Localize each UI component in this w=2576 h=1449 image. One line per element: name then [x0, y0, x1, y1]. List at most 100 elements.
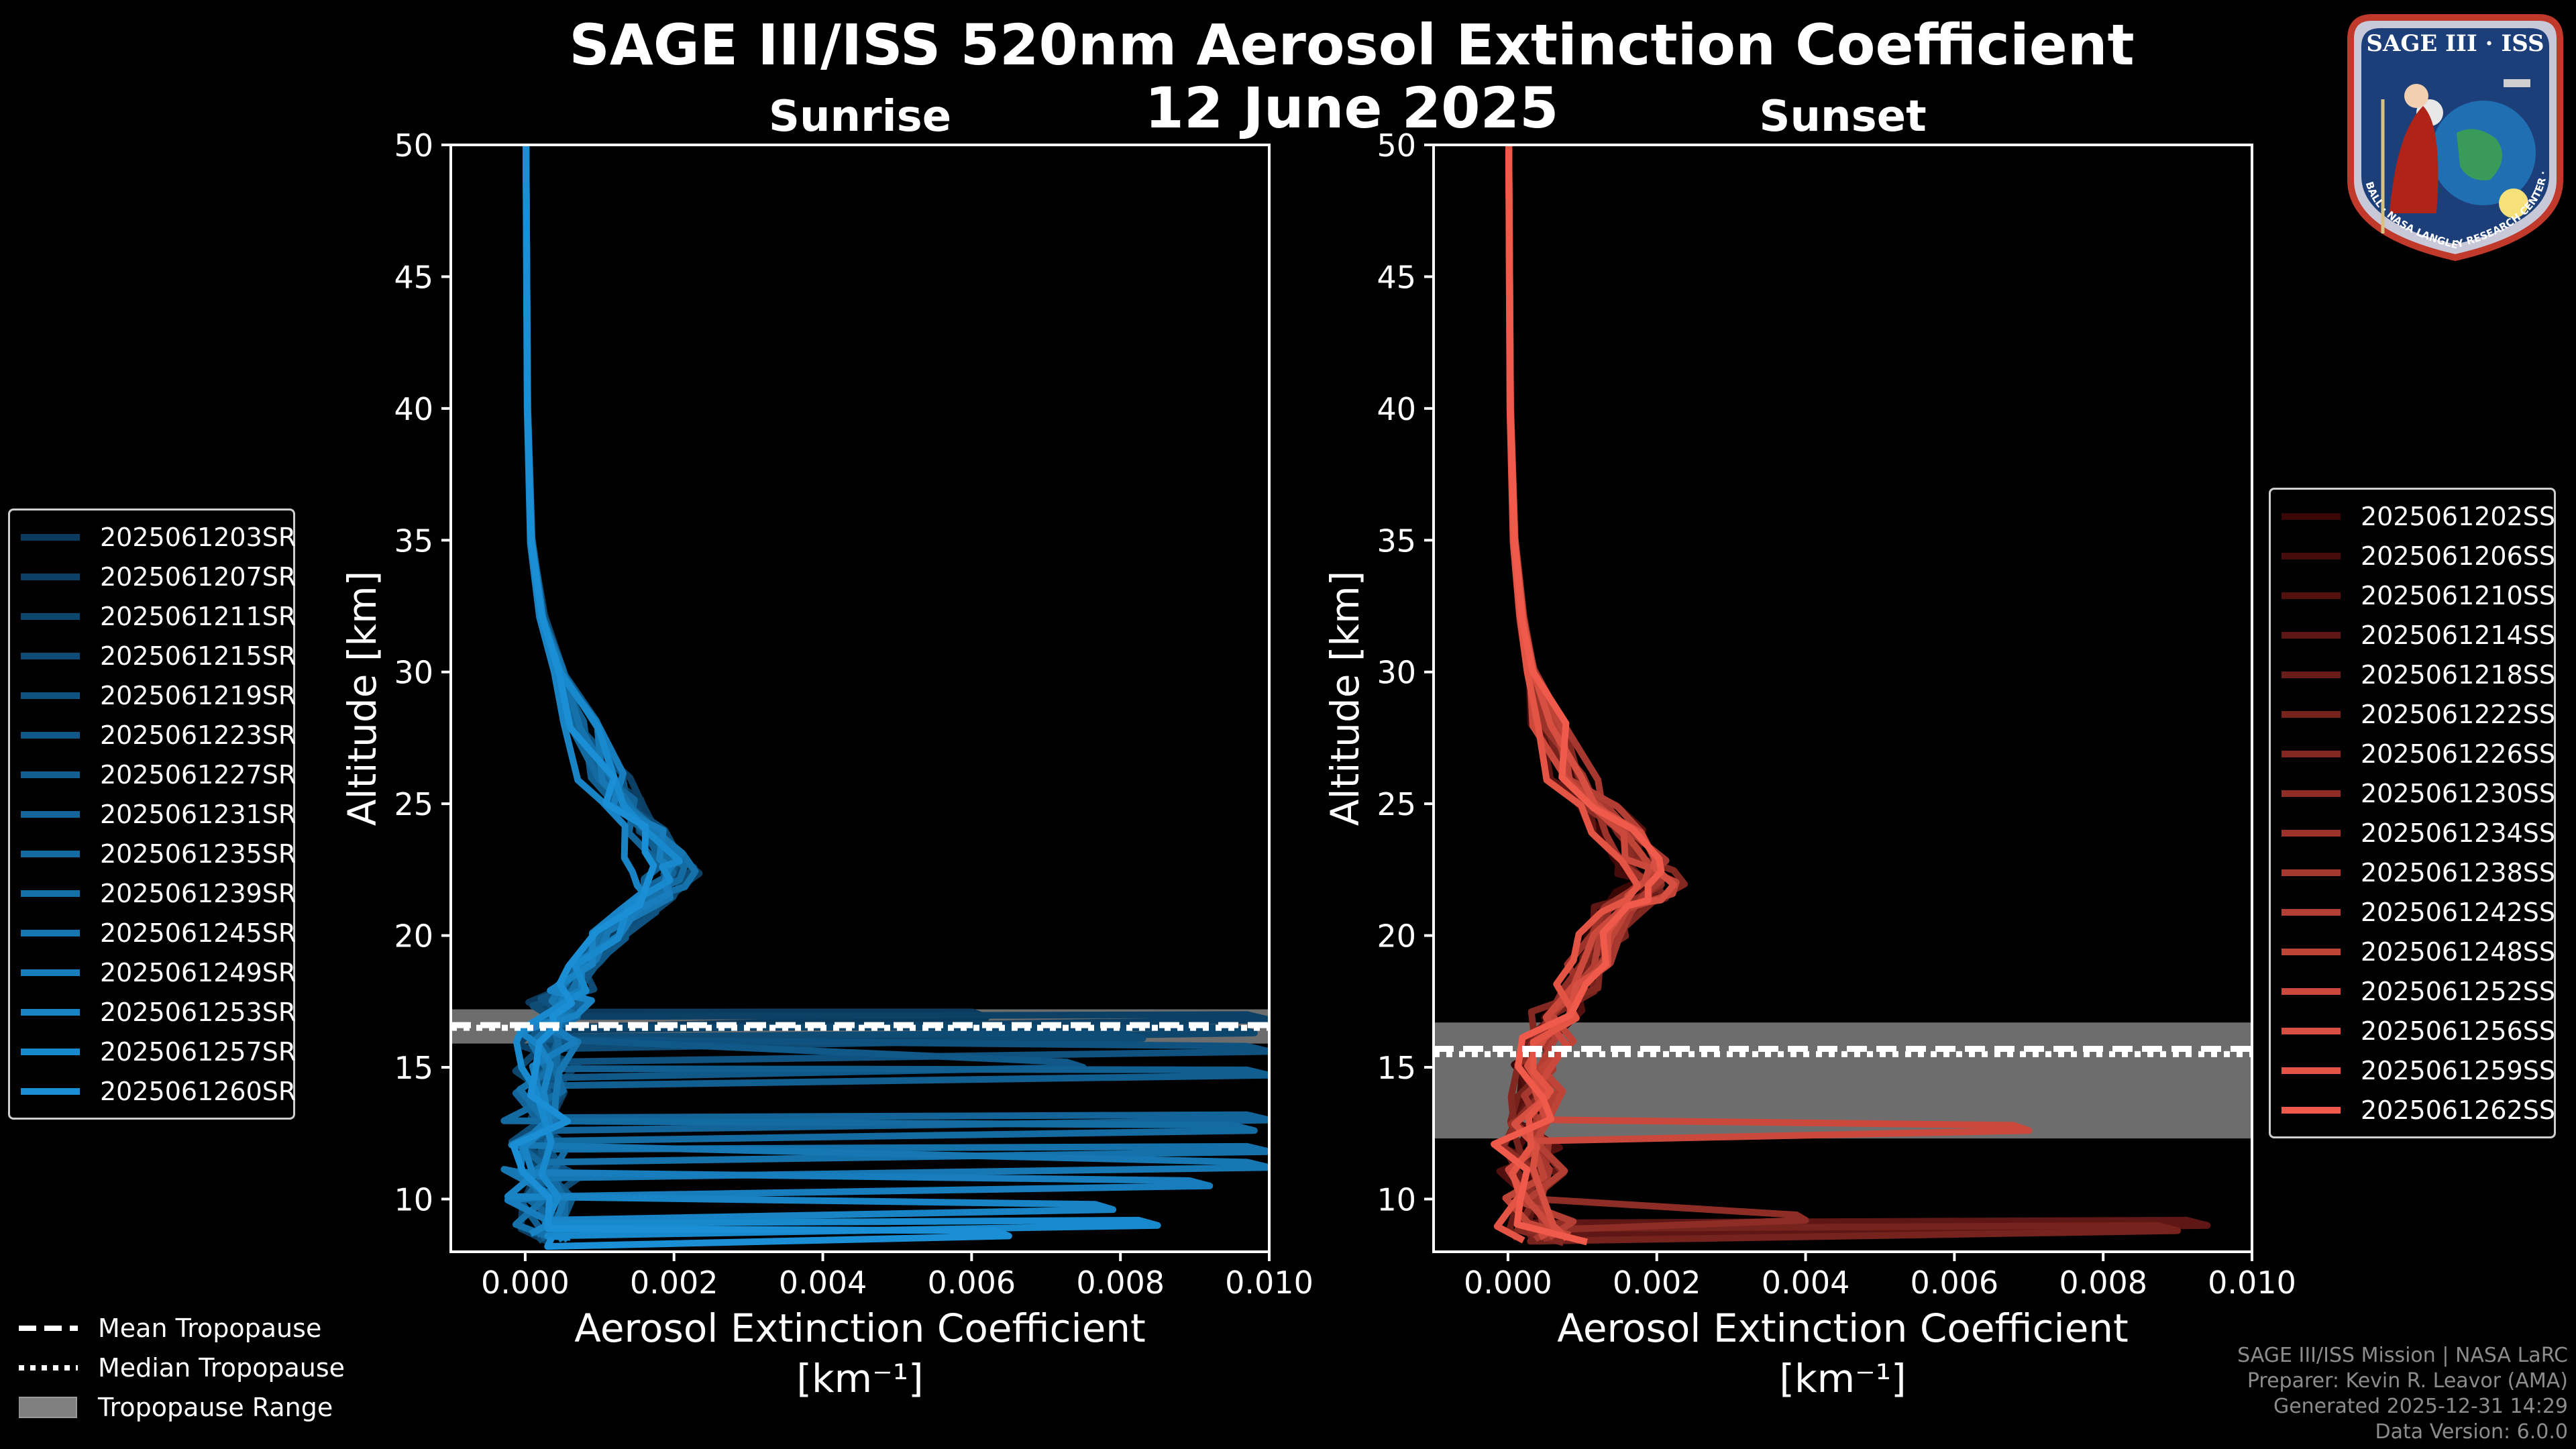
y-tick-label: 20: [1377, 918, 1416, 955]
y-tick-label: 40: [1377, 391, 1416, 427]
x-tick-label: 0.006: [928, 1265, 1016, 1301]
y-tick-label: 30: [394, 655, 433, 691]
credits-generated: Generated 2025-12-31 14:29: [2273, 1395, 2568, 1418]
legend-median-label: Median Tropopause: [98, 1352, 345, 1383]
legend-item: 2025061215SR: [21, 636, 296, 676]
legend-swatch: [21, 890, 80, 897]
legend-swatch: [2282, 869, 2341, 876]
x-tick-label: 0.010: [2208, 1265, 2296, 1301]
legend-item: 2025061227SR: [21, 755, 296, 794]
legend-item: 2025061245SR: [21, 913, 296, 953]
legend-item: 2025061223SR: [21, 715, 296, 755]
legend-label: 2025061253SR: [100, 997, 297, 1027]
legend-item: 2025061202SS: [2282, 496, 2555, 536]
legend-swatch: [2282, 908, 2341, 916]
legend-swatch: [2282, 710, 2341, 718]
legend-label: 2025061259SS: [2361, 1055, 2556, 1085]
y-tick-label: 50: [394, 127, 433, 164]
legend-mean-label: Mean Tropopause: [98, 1313, 322, 1343]
profile-line: [1491, 148, 1665, 1246]
legend-item: 2025061248SS: [2282, 932, 2555, 971]
legend-item: 2025061235SR: [21, 834, 296, 873]
legend-swatch: [2282, 1067, 2341, 1074]
legend-swatch: [2282, 1027, 2341, 1034]
iss-icon: [2504, 79, 2530, 87]
legend-median-tropopause: Median Tropopause: [19, 1348, 345, 1387]
y-tick-label: 35: [1377, 523, 1416, 559]
legend-tropopause-range: Tropopause Range: [19, 1387, 345, 1427]
legend-swatch: [21, 652, 80, 659]
legend-label: 2025061211SR: [100, 601, 297, 631]
sunrise-axes-frame: [449, 144, 1271, 1253]
legend-label: 2025061248SS: [2361, 936, 2556, 967]
legend-item: 2025061253SR: [21, 992, 296, 1032]
legend-item: 2025061259SS: [2282, 1051, 2555, 1090]
x-tick-label: 0.010: [1225, 1265, 1313, 1301]
y-tick-label: 30: [1377, 655, 1416, 691]
figure-date: 12 June 2025: [1144, 75, 1559, 141]
legend-item: 2025061239SR: [21, 873, 296, 913]
legend-item: 2025061249SR: [21, 953, 296, 992]
x-tick-label: 0.000: [1464, 1265, 1552, 1301]
legend-swatch: [2282, 1106, 2341, 1114]
legend-label: 2025061203SR: [100, 522, 297, 552]
legend-swatch: [2282, 552, 2341, 559]
legend-label: 2025061207SR: [100, 561, 297, 592]
range-swatch: [19, 1396, 77, 1418]
dashed-line-swatch: [19, 1325, 78, 1331]
sunrise-x-label: Aerosol Extinction Coefficient: [574, 1305, 1146, 1351]
legend-label: 2025061219SR: [100, 680, 297, 710]
legend-swatch: [21, 850, 80, 857]
legend-item: 2025061230SS: [2282, 773, 2555, 813]
sunset-title: Sunset: [1759, 92, 1926, 142]
x-tick-label: 0.008: [1076, 1265, 1165, 1301]
credits-version: Data Version: 6.0.0: [2375, 1420, 2568, 1444]
legend-swatch: [21, 929, 80, 936]
sunset-y-label: Altitude [km]: [1322, 571, 1368, 826]
legend-swatch: [21, 1087, 80, 1095]
tropopause-legend: Mean Tropopause Median Tropopause Tropop…: [19, 1308, 345, 1427]
logo-name: SAGE III · ISS: [2366, 30, 2544, 57]
legend-swatch: [21, 771, 80, 778]
legend-item: 2025061222SS: [2282, 694, 2555, 734]
legend-swatch: [2282, 948, 2341, 955]
legend-item: 2025061231SR: [21, 794, 296, 834]
legend-label: 2025061210SS: [2361, 580, 2556, 610]
legend-item: 2025061257SR: [21, 1032, 296, 1071]
y-tick-label: 45: [394, 259, 433, 295]
legend-label: 2025061227SR: [100, 759, 297, 790]
legend-label: 2025061249SR: [100, 957, 297, 987]
legend-swatch: [2282, 631, 2341, 639]
sunset-x-unit: [km⁻¹]: [1779, 1356, 1906, 1401]
x-tick-label: 0.000: [481, 1265, 570, 1301]
y-tick-label: 25: [1377, 786, 1416, 822]
y-tick-label: 45: [1377, 259, 1416, 295]
legend-swatch: [2282, 829, 2341, 837]
legend-label: 2025061222SS: [2361, 699, 2556, 729]
sunrise-y-ticks: 10 15 20 25 30 35 40 45 50: [394, 127, 451, 1218]
y-tick-label: 10: [394, 1181, 433, 1218]
legend-item: 2025061203SR: [21, 517, 296, 557]
legend-swatch: [2282, 790, 2341, 797]
sunrise-profiles: [500, 145, 1269, 1250]
y-tick-label: 10: [1377, 1181, 1416, 1218]
x-tick-label: 0.008: [2059, 1265, 2147, 1301]
x-tick-label: 0.002: [630, 1265, 718, 1301]
legend-item: 2025061260SR: [21, 1071, 296, 1111]
legend-item: 2025061242SS: [2282, 892, 2555, 932]
legend-label: 2025061234SS: [2361, 818, 2556, 848]
sunset-axes-frame: [1432, 144, 2253, 1253]
figure-title: SAGE III/ISS 520nm Aerosol Extinction Co…: [569, 12, 2135, 78]
legend-swatch: [21, 573, 80, 580]
x-tick-label: 0.004: [1762, 1265, 1850, 1301]
y-tick-label: 50: [1377, 127, 1416, 164]
sunset-profiles: [1491, 145, 2211, 1246]
legend-label: 2025061256SS: [2361, 1016, 2556, 1046]
legend-swatch: [21, 969, 80, 976]
sunset-x-ticks: 0.000 0.002 0.004 0.006 0.008 0.010: [1464, 1252, 2296, 1301]
credits: SAGE III/ISS Mission | NASA LaRC Prepare…: [2237, 1343, 2568, 1445]
legend-item: 2025061206SS: [2282, 536, 2555, 576]
